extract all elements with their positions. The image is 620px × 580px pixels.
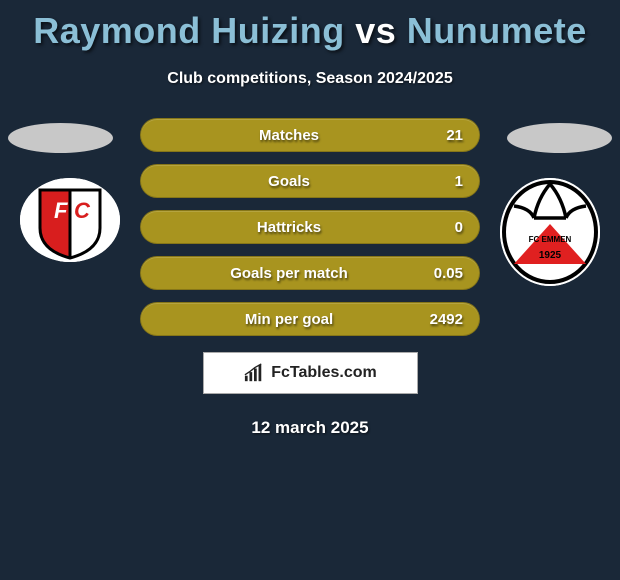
stat-label: Min per goal [157,311,421,328]
stat-label: Goals per match [157,265,421,282]
stat-row: Hattricks 0 [140,210,480,244]
stat-row: Goals 1 [140,164,480,198]
player1-shadow-ellipse [8,123,113,153]
player2-shadow-ellipse [507,123,612,153]
date-text: 12 march 2025 [0,418,620,438]
svg-text:F: F [54,198,68,223]
fc-emmen-icon: FC EMMEN 1925 [500,178,600,286]
svg-text:1925: 1925 [539,250,562,261]
club-badge-right: FC EMMEN 1925 [500,178,600,286]
stat-label: Matches [157,127,421,144]
fc-utrecht-icon: F C [20,178,120,262]
brand-text: FcTables.com [271,364,377,382]
subtitle: Club competitions, Season 2024/2025 [0,70,620,88]
svg-text:FC EMMEN: FC EMMEN [529,235,572,244]
stat-row: Min per goal 2492 [140,302,480,336]
stat-value: 21 [421,127,463,144]
vs-text: vs [355,10,396,51]
stat-row: Matches 21 [140,118,480,152]
player1-name: Raymond Huizing [33,10,345,51]
content-area: F C FC EMMEN 1925 Matches 21 [0,118,620,438]
stat-label: Hattricks [157,219,421,236]
player2-name: Nunumete [407,10,587,51]
stats-list: Matches 21 Goals 1 Hattricks 0 Goals per… [140,118,480,336]
svg-text:C: C [74,198,91,223]
brand-box: FcTables.com [203,352,418,394]
stat-value: 0 [421,219,463,236]
stat-row: Goals per match 0.05 [140,256,480,290]
stat-label: Goals [157,173,421,190]
club-badge-left: F C [20,178,120,262]
comparison-title: Raymond Huizing vs Nunumete [0,0,620,52]
bar-chart-icon [243,363,265,383]
stat-value: 2492 [421,311,463,328]
stat-value: 0.05 [421,265,463,282]
stat-value: 1 [421,173,463,190]
